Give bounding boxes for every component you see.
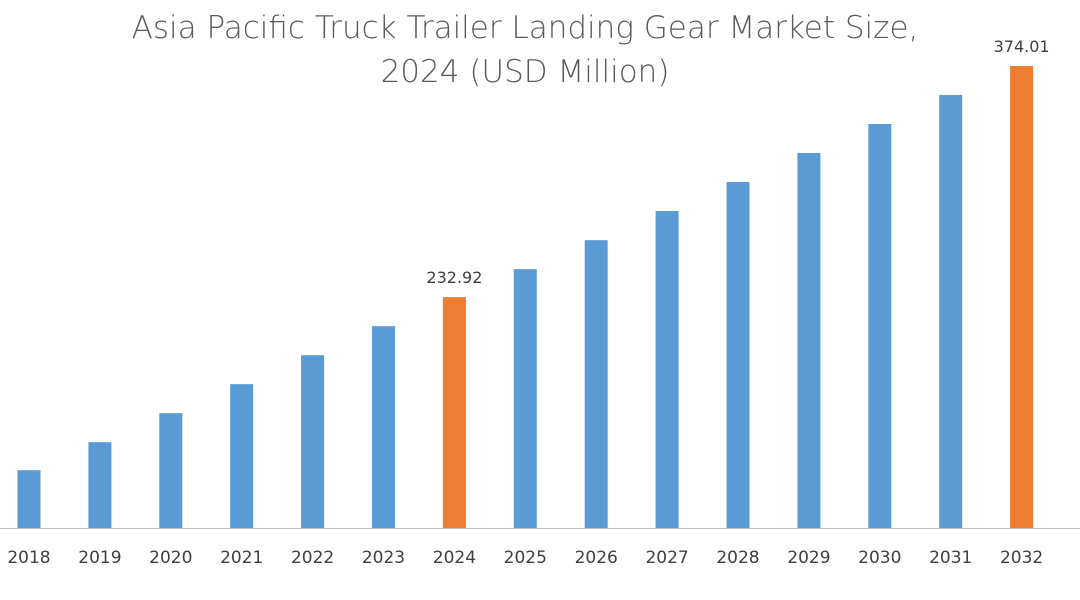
bar-2030 [868,124,892,528]
x-tick-label: 2019 [78,548,121,568]
bar-2029 [797,153,821,529]
bar-2027 [655,211,679,528]
chart-title-line-1: Asia Pacific Truck Trailer Landing Gear … [131,10,919,46]
chart-title: Asia Pacific Truck Trailer Landing Gear … [0,6,1050,94]
bar-2020 [159,413,183,528]
x-tick-label: 2026 [575,548,618,568]
bar-2028 [726,182,750,528]
bar-2023 [372,326,395,528]
x-tick-label: 2020 [149,548,192,568]
x-tick-label: 2028 [716,548,759,568]
data-label-2024: 232.92 [426,268,482,287]
bar-2031 [939,95,963,528]
bar-2032 [1010,66,1034,528]
x-tick-label: 2021 [220,548,263,568]
bar-2024 [442,297,466,528]
x-tick-label: 2018 [7,548,50,568]
x-tick-label: 2030 [858,548,901,568]
x-tick-label: 2029 [787,548,830,568]
x-tick-label: 2031 [929,548,972,568]
bar-2022 [301,355,325,528]
x-tick-label: 2032 [1000,548,1043,568]
bar-2019 [88,442,112,528]
bar-2021 [230,384,254,528]
x-tick-label: 2025 [504,548,547,568]
bar-2025 [513,269,537,528]
data-label-2032: 374.01 [994,37,1050,56]
x-tick-label: 2024 [433,548,476,568]
bar-2018 [17,470,41,528]
x-tick-label: 2027 [645,548,688,568]
x-tick-label: 2022 [291,548,334,568]
chart-title-line-2: 2024 (USD Million) [380,54,670,90]
bar-2026 [584,240,608,529]
x-tick-label: 2023 [362,548,405,568]
